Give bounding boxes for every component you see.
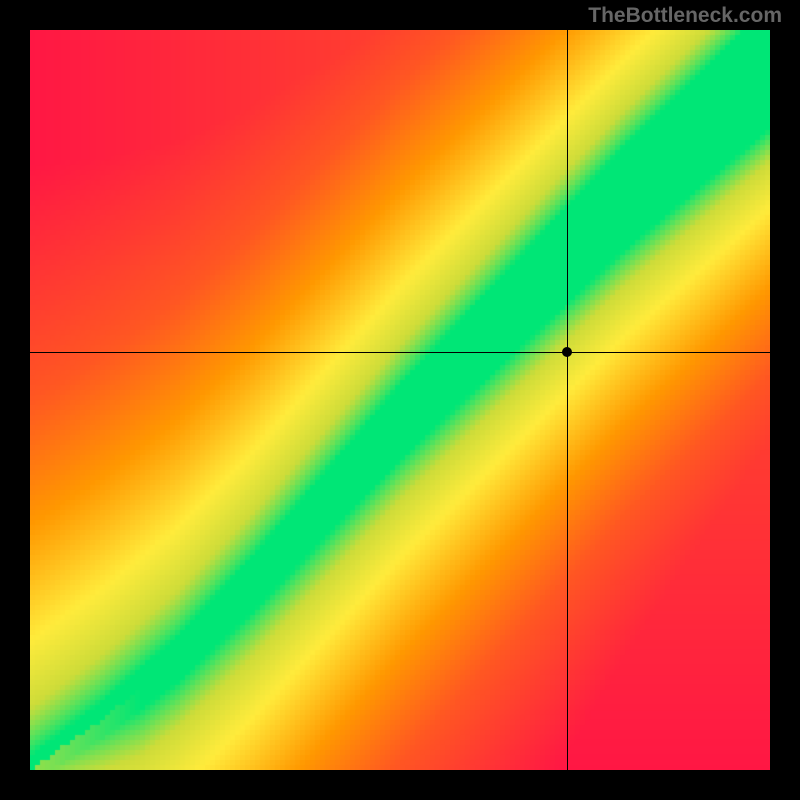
bottleneck-heatmap bbox=[30, 30, 770, 770]
crosshair-vertical bbox=[567, 30, 568, 770]
figure-container: TheBottleneck.com bbox=[0, 0, 800, 800]
plot-area bbox=[30, 30, 770, 770]
crosshair-horizontal bbox=[30, 352, 770, 353]
watermark-text: TheBottleneck.com bbox=[588, 4, 782, 28]
data-point-marker bbox=[562, 347, 572, 357]
